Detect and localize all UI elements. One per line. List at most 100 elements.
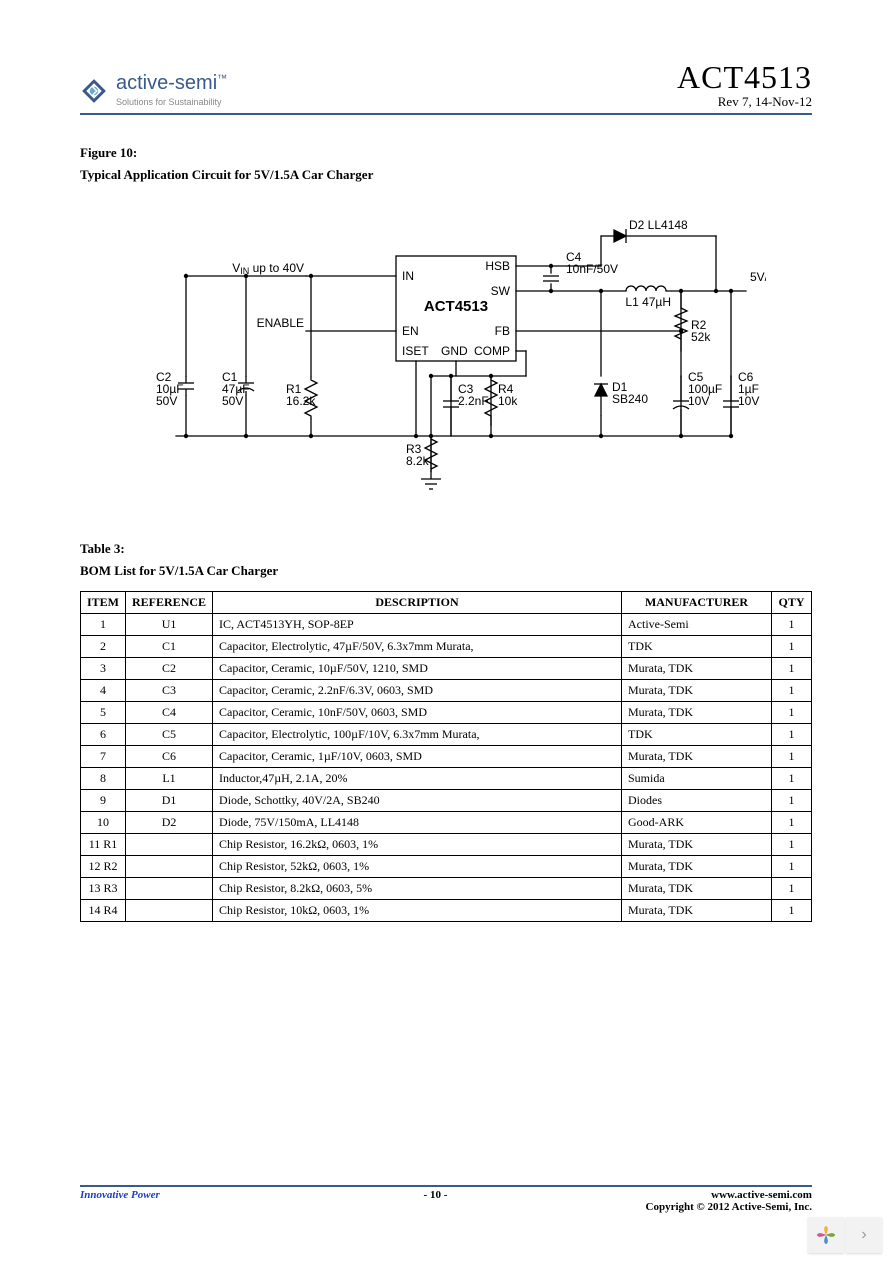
table-cell: Good-ARK (622, 812, 772, 834)
table-row: 2C1Capacitor, Electrolytic, 47µF/50V, 6.… (81, 636, 812, 658)
l1-name: L1 47µH (625, 295, 671, 309)
table-cell: 1 (772, 724, 812, 746)
table-cell: 5 (81, 702, 126, 724)
table-cell: 3 (81, 658, 126, 680)
table-cell (126, 856, 213, 878)
pin-in: IN (402, 269, 414, 283)
table-cell: Capacitor, Electrolytic, 47µF/50V, 6.3x7… (213, 636, 622, 658)
c5-val2: 10V (688, 394, 709, 408)
doc-title: ACT4513 (677, 60, 812, 95)
col-item: ITEM (81, 592, 126, 614)
table-cell: 1 (772, 790, 812, 812)
table-row: 12 R2Chip Resistor, 52kΩ, 0603, 1%Murata… (81, 856, 812, 878)
table-row: 14 R4Chip Resistor, 10kΩ, 0603, 1%Murata… (81, 900, 812, 922)
table-cell: TDK (622, 636, 772, 658)
table-cell: Sumida (622, 768, 772, 790)
table-cell: Murata, TDK (622, 900, 772, 922)
table-cell: 1 (772, 702, 812, 724)
pin-hsb: HSB (485, 259, 510, 273)
figure-label: Figure 10: (80, 145, 812, 161)
page-header: active-semi™ Solutions for Sustainabilit… (80, 60, 812, 115)
table-cell: IC, ACT4513YH, SOP-8EP (213, 614, 622, 636)
table-cell: C5 (126, 724, 213, 746)
table-cell: C1 (126, 636, 213, 658)
table-cell: C6 (126, 746, 213, 768)
table-row: 9D1Diode, Schottky, 40V/2A, SB240Diodes1 (81, 790, 812, 812)
enable-label: ENABLE (257, 316, 304, 330)
table-cell: Diode, Schottky, 40V/2A, SB240 (213, 790, 622, 812)
table-cell: Capacitor, Ceramic, 10µF/50V, 1210, SMD (213, 658, 622, 680)
pin-comp: COMP (474, 344, 510, 358)
viewer-app-button[interactable] (808, 1217, 844, 1253)
brand-logo-block: active-semi™ Solutions for Sustainabilit… (80, 73, 227, 109)
table-cell: 14 R4 (81, 900, 126, 922)
c4-val: 10nF/50V (566, 262, 618, 276)
table-cell (126, 834, 213, 856)
output-label: 5V/1.5A (750, 270, 766, 284)
bom-table: ITEM REFERENCE DESCRIPTION MANUFACTURER … (80, 591, 812, 922)
footer-copyright: Copyright © 2012 Active-Semi, Inc. (80, 1201, 812, 1213)
application-circuit-diagram: ACT4513 IN EN ISET HSB SW FB COMP GND VI… (126, 201, 766, 501)
table-cell: 4 (81, 680, 126, 702)
table-cell: 1 (772, 614, 812, 636)
chevron-right-icon: › (861, 1226, 866, 1244)
viewer-corner-nav: › (808, 1217, 882, 1253)
table-cell: 1 (772, 658, 812, 680)
page-footer: Innovative Power - 10 - www.active-semi.… (80, 1185, 812, 1213)
r1-val: 16.2k (286, 394, 316, 408)
table-cell: 2 (81, 636, 126, 658)
c2-val2: 50V (156, 394, 177, 408)
c3-val: 2.2nF (458, 394, 489, 408)
schematic-container: ACT4513 IN EN ISET HSB SW FB COMP GND VI… (80, 201, 812, 501)
r2-val: 52k (691, 330, 711, 344)
table-cell: Active-Semi (622, 614, 772, 636)
table-cell: Capacitor, Ceramic, 2.2nF/6.3V, 0603, SM… (213, 680, 622, 702)
table-cell: Murata, TDK (622, 746, 772, 768)
table-cell: 1 (772, 768, 812, 790)
brand-text: active-semi™ Solutions for Sustainabilit… (116, 73, 227, 109)
c1-val2: 50V (222, 394, 243, 408)
brand-name: active-semi (116, 72, 217, 94)
table-cell: D2 (126, 812, 213, 834)
table-cell (126, 878, 213, 900)
table-cell: Diodes (622, 790, 772, 812)
table-cell: Murata, TDK (622, 702, 772, 724)
brand-tm: ™ (217, 74, 227, 85)
footer-page-number: - 10 - (424, 1189, 448, 1201)
table-cell: 1 (772, 812, 812, 834)
table-cell: Chip Resistor, 16.2kΩ, 0603, 1% (213, 834, 622, 856)
c6-val2: 10V (738, 394, 759, 408)
table-cell: 1 (772, 834, 812, 856)
pin-en: EN (402, 324, 419, 338)
table-cell: 1 (772, 900, 812, 922)
table-row: 11 R1Chip Resistor, 16.2kΩ, 0603, 1%Mura… (81, 834, 812, 856)
table-cell: Chip Resistor, 52kΩ, 0603, 1% (213, 856, 622, 878)
table-cell: 1 (772, 878, 812, 900)
table-cell: 8 (81, 768, 126, 790)
table-cell: 13 R3 (81, 878, 126, 900)
table-cell: Murata, TDK (622, 658, 772, 680)
viewer-next-button[interactable]: › (846, 1217, 882, 1253)
table-cell: 12 R2 (81, 856, 126, 878)
table-cell: Diode, 75V/150mA, LL4148 (213, 812, 622, 834)
r3-val: 8.2k (406, 454, 430, 468)
table-cell: Inductor,47µH, 2.1A, 20% (213, 768, 622, 790)
table-row: 13 R3Chip Resistor, 8.2kΩ, 0603, 5%Murat… (81, 878, 812, 900)
pin-fb: FB (495, 324, 510, 338)
table-row: 8L1Inductor,47µH, 2.1A, 20%Sumida1 (81, 768, 812, 790)
table-cell: 9 (81, 790, 126, 812)
table-cell: Murata, TDK (622, 878, 772, 900)
table-cell: 1 (772, 746, 812, 768)
col-manufacturer: MANUFACTURER (622, 592, 772, 614)
table-cell: C3 (126, 680, 213, 702)
col-qty: QTY (772, 592, 812, 614)
table-cell: Capacitor, Ceramic, 10nF/50V, 0603, SMD (213, 702, 622, 724)
table-header-row: ITEM REFERENCE DESCRIPTION MANUFACTURER … (81, 592, 812, 614)
chip-name: ACT4513 (424, 298, 488, 315)
footer-url: www.active-semi.com (711, 1189, 812, 1201)
table-cell: 1 (81, 614, 126, 636)
table-cell (126, 900, 213, 922)
petal-logo-icon (815, 1224, 837, 1246)
table-cell: C2 (126, 658, 213, 680)
table-cell: 10 (81, 812, 126, 834)
